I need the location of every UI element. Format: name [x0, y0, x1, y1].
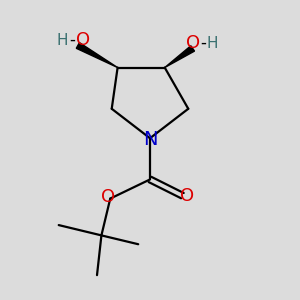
Text: H: H — [57, 33, 68, 48]
Text: O: O — [76, 31, 90, 49]
Text: O: O — [180, 187, 194, 205]
Polygon shape — [76, 43, 118, 68]
Text: O: O — [101, 188, 115, 206]
Text: H: H — [206, 36, 218, 51]
Polygon shape — [165, 46, 194, 68]
Text: -: - — [70, 31, 76, 49]
Text: -: - — [200, 34, 206, 52]
Text: N: N — [143, 130, 158, 149]
Text: O: O — [186, 34, 200, 52]
